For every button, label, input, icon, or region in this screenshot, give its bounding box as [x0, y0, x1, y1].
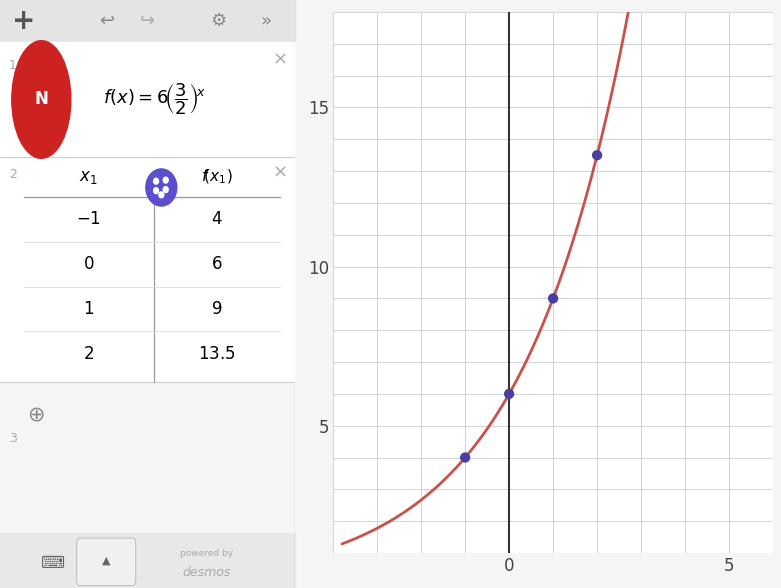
Text: 1: 1 — [9, 59, 16, 72]
Text: $x_1$: $x_1$ — [79, 168, 98, 186]
Bar — [0, 157, 295, 382]
Text: $6$: $6$ — [211, 255, 223, 273]
Text: N: N — [34, 91, 48, 109]
Point — [547, 294, 559, 303]
Text: ⌨: ⌨ — [41, 554, 65, 572]
Circle shape — [154, 188, 159, 193]
Circle shape — [146, 169, 177, 206]
Text: $4$: $4$ — [211, 211, 223, 228]
Bar — [0, 0, 295, 42]
Circle shape — [159, 192, 164, 198]
Text: powered by: powered by — [180, 549, 234, 559]
Point — [591, 151, 604, 160]
Text: $f\!\left(x_1\right)$: $f\!\left(x_1\right)$ — [201, 168, 233, 186]
Text: 2: 2 — [9, 168, 16, 181]
Text: desmos: desmos — [183, 566, 231, 579]
Text: $f\left(x\right)=6\!\left(\dfrac{3}{2}\right)^{\!x}$: $f\left(x\right)=6\!\left(\dfrac{3}{2}\r… — [103, 82, 206, 118]
Point — [459, 453, 472, 462]
Bar — [0, 533, 295, 588]
Circle shape — [163, 177, 168, 183]
Text: $-1$: $-1$ — [76, 211, 101, 228]
Text: $9$: $9$ — [212, 300, 223, 318]
Text: »: » — [260, 12, 271, 30]
Bar — [0, 42, 295, 157]
Text: ↩: ↩ — [98, 12, 114, 30]
Text: $1$: $1$ — [83, 300, 95, 318]
Text: $2$: $2$ — [83, 345, 94, 363]
Text: ⚙: ⚙ — [210, 12, 226, 30]
Text: ▲: ▲ — [102, 556, 111, 566]
Text: ⊕: ⊕ — [27, 405, 45, 425]
FancyBboxPatch shape — [77, 538, 136, 586]
Text: 3: 3 — [9, 432, 16, 445]
Circle shape — [163, 186, 168, 192]
Text: ×: × — [273, 163, 288, 182]
Point — [503, 389, 515, 399]
Text: $13.5$: $13.5$ — [198, 345, 236, 363]
Circle shape — [12, 41, 71, 158]
Text: $0$: $0$ — [83, 255, 95, 273]
Text: ×: × — [273, 50, 288, 68]
Text: +: + — [12, 7, 35, 35]
Text: ↪: ↪ — [140, 12, 155, 30]
Circle shape — [154, 178, 159, 184]
